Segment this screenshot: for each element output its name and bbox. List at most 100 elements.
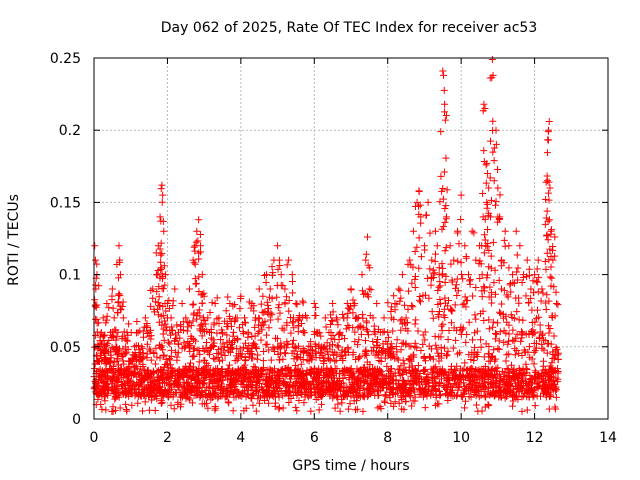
data-point	[254, 351, 262, 359]
data-point	[442, 243, 450, 251]
data-point-peak	[167, 314, 175, 322]
data-point	[274, 390, 282, 398]
data-point	[486, 137, 494, 145]
data-point	[343, 393, 351, 401]
data-point	[492, 330, 500, 338]
data-point	[444, 347, 452, 355]
data-point	[157, 397, 165, 405]
data-point-peak	[351, 299, 359, 307]
data-point	[183, 378, 191, 386]
data-point	[514, 395, 522, 403]
data-point	[164, 389, 172, 397]
data-point-peak	[336, 328, 344, 336]
data-point	[401, 301, 409, 309]
data-point	[242, 371, 250, 379]
data-point	[331, 357, 339, 365]
data-point	[391, 306, 399, 314]
data-point	[274, 265, 282, 273]
data-point	[358, 367, 366, 375]
data-point-peak	[329, 299, 337, 307]
data-point	[249, 401, 257, 409]
data-point	[184, 323, 192, 331]
data-point	[514, 264, 522, 272]
data-point-peak	[292, 299, 300, 307]
data-point	[489, 318, 497, 326]
data-point	[252, 407, 260, 415]
data-point	[367, 380, 375, 388]
data-point	[146, 390, 154, 398]
data-point	[543, 249, 551, 257]
data-point	[415, 234, 423, 242]
data-point	[392, 377, 400, 385]
data-point	[489, 117, 497, 125]
data-point	[530, 360, 538, 368]
data-point	[186, 340, 194, 348]
data-point	[485, 402, 493, 410]
data-point	[417, 219, 425, 227]
data-point	[489, 238, 497, 246]
data-point	[436, 379, 444, 387]
data-point	[120, 360, 128, 368]
data-point	[346, 400, 354, 408]
data-point-peak	[91, 242, 99, 250]
data-point	[552, 393, 560, 401]
data-point	[138, 344, 146, 352]
data-point	[197, 248, 205, 256]
data-point	[115, 372, 123, 380]
data-point-peak	[365, 285, 373, 293]
data-point-peak	[531, 271, 539, 279]
data-point	[452, 326, 460, 334]
data-point	[535, 334, 543, 342]
data-point	[97, 373, 105, 381]
x-tick-labels: 0 2 4 6 8 10 12 14	[90, 430, 617, 446]
data-point	[132, 352, 140, 360]
data-point-peak	[99, 314, 107, 322]
data-point	[393, 354, 401, 362]
data-point	[187, 359, 195, 367]
data-point	[554, 369, 562, 377]
data-point	[199, 379, 207, 387]
data-point	[155, 341, 163, 349]
data-point	[476, 310, 484, 318]
data-point	[500, 327, 508, 335]
data-point	[503, 291, 511, 299]
data-point	[496, 191, 504, 199]
data-point	[295, 382, 303, 390]
data-point	[396, 297, 404, 305]
x-tick-label: 6	[310, 430, 319, 446]
data-point	[330, 379, 338, 387]
data-point	[471, 344, 479, 352]
data-point	[301, 377, 309, 385]
data-point	[373, 365, 381, 373]
data-point	[480, 147, 488, 155]
data-point	[200, 356, 208, 364]
data-point	[158, 398, 166, 406]
data-point	[436, 300, 444, 308]
data-point	[475, 380, 483, 388]
data-point	[273, 335, 281, 343]
data-point	[247, 378, 255, 386]
data-point	[158, 250, 166, 258]
data-point	[188, 382, 196, 390]
data-point	[274, 373, 282, 381]
data-point	[462, 253, 470, 261]
data-point	[351, 406, 359, 414]
data-point-peak	[237, 292, 245, 300]
data-point	[440, 382, 448, 390]
data-point	[211, 402, 219, 410]
data-point	[518, 328, 526, 336]
data-point	[460, 300, 468, 308]
data-point	[374, 368, 382, 376]
y-tick-label: 0.1	[59, 268, 81, 284]
data-point-peak	[152, 271, 160, 279]
data-point	[531, 376, 539, 384]
data-point	[411, 397, 419, 405]
data-point-peak	[545, 118, 553, 126]
data-point	[443, 375, 451, 383]
data-point	[402, 339, 410, 347]
data-point	[498, 300, 506, 308]
data-point-peak	[501, 227, 509, 235]
data-point	[503, 364, 511, 372]
data-point	[224, 322, 232, 330]
data-point	[504, 340, 512, 348]
